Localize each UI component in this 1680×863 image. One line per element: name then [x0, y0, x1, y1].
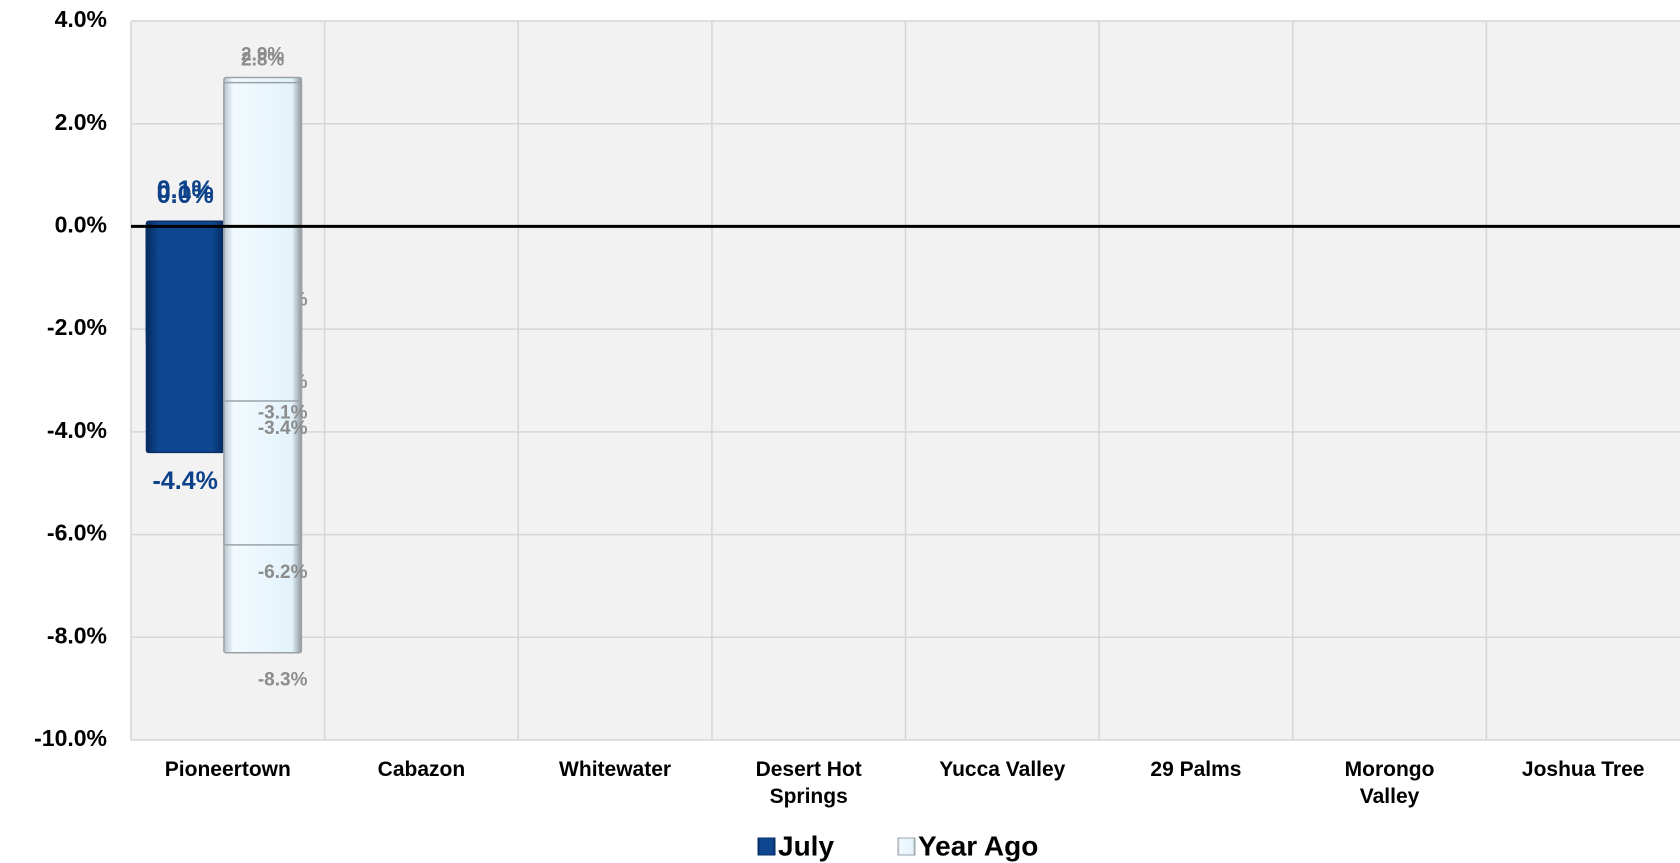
legend-swatch	[757, 837, 776, 856]
data-label: -3.4%	[258, 418, 308, 439]
bar	[223, 81, 303, 228]
data-label: 2.9%	[241, 45, 284, 66]
y-tick-label: 0.0%	[55, 212, 107, 238]
legend-label: July	[778, 830, 834, 861]
y-tick-label: -6.0%	[47, 520, 107, 546]
bar	[223, 225, 303, 402]
data-label: -4.4%	[153, 467, 218, 495]
y-tick-label: -2.0%	[47, 314, 107, 340]
x-tick-label: 29 Palms	[1150, 758, 1242, 781]
x-tick-label: Cabazon	[377, 758, 466, 781]
y-tick-label: 4.0%	[55, 6, 107, 32]
data-label: 2.8%	[241, 50, 284, 71]
data-label: 0.0%	[157, 181, 214, 209]
x-tick-label: Yucca Valley	[939, 758, 1066, 781]
x-tick-label: Pioneertown	[164, 758, 291, 781]
data-label: 0.1%	[157, 176, 214, 204]
y-tick-label: -10.0%	[34, 725, 107, 751]
data-label: -6.2%	[258, 562, 308, 583]
y-tick-label: 2.0%	[55, 109, 107, 135]
legend-label: Year Ago	[918, 830, 1038, 861]
x-tick-label: Morongo Valley	[1344, 758, 1435, 808]
data-label: -8.3%	[258, 670, 308, 691]
x-tick-label: Joshua Tree	[1521, 758, 1645, 781]
data-label: -3.1%	[258, 403, 308, 424]
bar	[145, 225, 225, 454]
x-tick-label: Whitewater	[559, 758, 672, 781]
y-tick-label: -8.0%	[47, 622, 107, 648]
legend-swatch	[897, 837, 916, 856]
x-tick-label: Desert Hot Springs	[755, 758, 862, 808]
y-tick-label: -4.0%	[47, 417, 107, 443]
